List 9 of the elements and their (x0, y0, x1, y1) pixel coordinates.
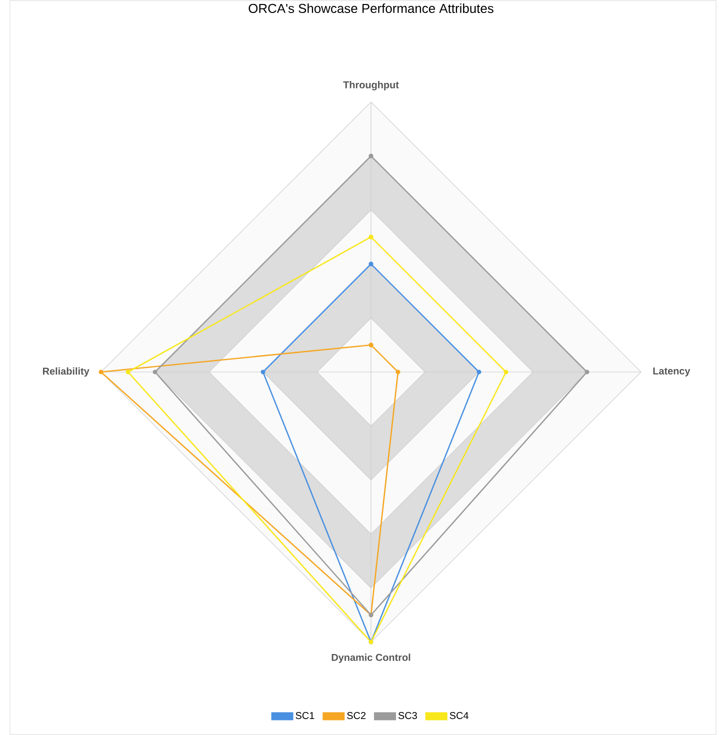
legend-label: SC2 (347, 712, 366, 720)
spoke-label: Dynamic Control (332, 654, 410, 663)
chart-title: ORCA's Showcase Performance Attributes (248, 4, 494, 14)
legend-label: SC1 (296, 712, 314, 720)
legend-label: SC4 (450, 712, 468, 720)
legend-label: SC3 (398, 712, 417, 720)
spoke-label: Reliability (42, 367, 90, 377)
spoke-label: Throughput (343, 81, 399, 90)
spoke-label: Latency (653, 368, 690, 376)
